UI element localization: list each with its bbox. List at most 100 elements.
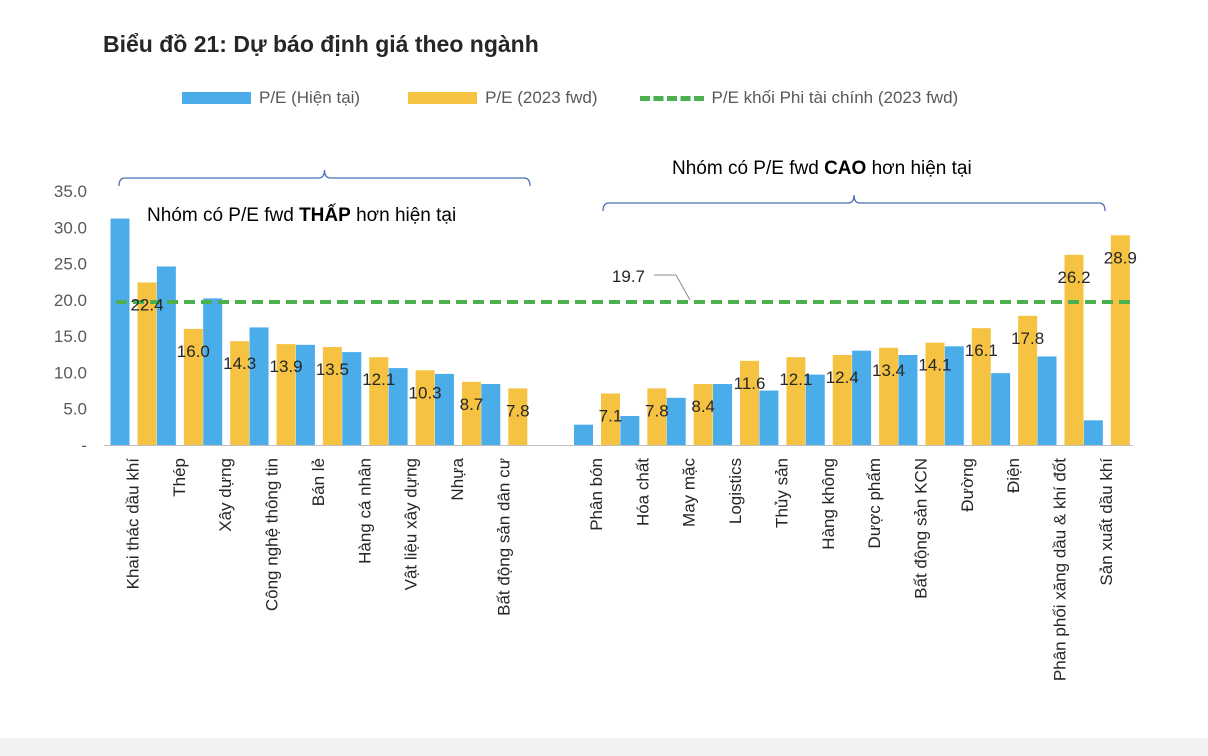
data-label-fwd: 7.1 (599, 406, 623, 425)
bar-current (574, 424, 593, 445)
data-label-fwd: 26.2 (1057, 268, 1090, 287)
bar-current (713, 384, 733, 445)
bar-fwd (786, 357, 806, 445)
data-label-fwd: 7.8 (506, 401, 530, 420)
bar-current (1037, 356, 1057, 445)
data-label-fwd: 12.1 (779, 370, 812, 389)
bar-fwd (461, 381, 481, 445)
group-title-low: Nhóm có P/E fwd THẤP hơn hiện tại (147, 204, 456, 226)
bar-fwd (1018, 315, 1038, 445)
bar-fwd (230, 341, 250, 445)
category-label: Nhựa (448, 457, 467, 500)
category-label: Bất động sản KCN (911, 458, 930, 599)
legend-swatch-reference (639, 95, 704, 101)
bar-current (388, 368, 408, 445)
bar-current (991, 373, 1011, 445)
data-label-fwd: 13.5 (316, 360, 349, 379)
bar-current (249, 327, 269, 445)
bar-fwd (832, 355, 852, 445)
data-label-fwd: 13.4 (872, 361, 905, 380)
category-label: Logistics (726, 458, 745, 524)
bars-layer (110, 218, 1130, 445)
reference-callout (654, 274, 691, 301)
data-label-fwd: 22.4 (130, 295, 163, 314)
bottom-strip (0, 738, 1208, 756)
y-tick-label: 10.0 (54, 363, 87, 382)
category-label: Xây dựng (216, 458, 235, 532)
legend-label-current: P/E (Hiện tại) (259, 88, 361, 107)
bar-current (1083, 420, 1103, 445)
bar-current (156, 266, 176, 445)
bar-fwd (415, 370, 435, 445)
y-tick-label: 20.0 (54, 291, 87, 310)
data-label-fwd: 17.8 (1011, 329, 1044, 348)
axis-layer: - 5.0 10.0 15.0 20.0 25.0 30.0 35.0 Khai thác dầ… (54, 182, 1133, 681)
group-annotations: Nhóm có P/E fwd THẤP hơn hiện tại Nhóm có… (118, 158, 1106, 226)
labels-layer: 22.4 16.0 14.3 13.9 13.5 12.1 10.3 8.7 7.8 7.1 7.8… (130, 248, 1136, 425)
data-label-fwd: 8.4 (691, 397, 715, 416)
data-label-fwd: 14.1 (918, 356, 951, 375)
bar-current (434, 373, 454, 445)
legend-label-fwd: P/E (2023 fwd) (485, 88, 598, 107)
category-label: Hóa chất (633, 458, 652, 526)
category-label: Đường (958, 458, 977, 512)
category-label: Phân bón (587, 458, 606, 531)
bracket-high-group (602, 194, 1106, 212)
data-label-fwd: 12.1 (362, 370, 395, 389)
bar-current (295, 344, 315, 445)
category-label: Phân phối xăng dầu & khí đốt (1051, 458, 1070, 681)
data-label-fwd: 8.7 (460, 395, 484, 414)
y-tick-label: 15.0 (54, 327, 87, 346)
bar-current (805, 374, 825, 445)
category-label: Hàng không (819, 458, 838, 550)
bar-current (620, 415, 640, 445)
reference-layer: 19.7 (116, 267, 1131, 305)
y-tick-label: 35.0 (54, 182, 87, 201)
data-label-fwd: 7.8 (645, 401, 669, 420)
bar-current (852, 350, 872, 445)
y-tick-label: 25.0 (54, 255, 87, 274)
data-label-fwd: 10.3 (409, 383, 442, 402)
category-label: Thủy sản (772, 458, 791, 528)
bar-current (110, 218, 130, 445)
bar-current (944, 346, 964, 445)
bar-current (666, 397, 686, 445)
reference-label: 19.7 (612, 267, 645, 286)
group-title-high: Nhóm có P/E fwd CAO hơn hiện tại (672, 158, 972, 179)
bar-current (898, 355, 918, 445)
bar-fwd (879, 347, 899, 445)
bar-current (342, 352, 362, 445)
data-label-fwd: 14.3 (223, 354, 256, 373)
legend: P/E (Hiện tại) P/E (2023 fwd) P/E khối P… (182, 88, 958, 108)
legend-item-fwd: P/E (2023 fwd) (408, 88, 598, 108)
bar-fwd (508, 388, 528, 445)
y-tick-label: - (81, 436, 87, 455)
bar-fwd (740, 360, 760, 445)
category-label: Thép (170, 458, 189, 497)
category-label: Sản xuất dầu khí (1097, 458, 1116, 586)
category-label: Điện (1004, 458, 1023, 493)
legend-label-reference: P/E khối Phi tài chính (2023 fwd) (711, 88, 959, 107)
category-label: Hàng cá nhân (355, 458, 374, 564)
bar-fwd (276, 344, 296, 445)
data-label-fwd: 12.4 (826, 368, 859, 387)
legend-swatch-current (182, 92, 251, 104)
bar-fwd (601, 393, 620, 445)
category-label: Bán lẻ (309, 458, 328, 506)
category-label: Bất động sản dân cư (494, 458, 513, 616)
chart-title: Biểu đồ 21: Dự báo định giá theo ngành (103, 31, 539, 57)
legend-item-current: P/E (Hiện tại) (182, 88, 360, 108)
data-label-fwd: 16.0 (177, 342, 210, 361)
bar-fwd (369, 357, 389, 445)
bracket-low-group (118, 169, 531, 187)
category-label: Dược phẩm (865, 458, 884, 549)
bar-fwd (971, 328, 991, 445)
bar-fwd (693, 384, 713, 445)
data-label-fwd: 11.6 (734, 374, 766, 393)
data-label-fwd: 16.1 (965, 341, 998, 360)
data-label-fwd: 28.9 (1104, 248, 1137, 267)
data-label-fwd: 13.9 (270, 357, 303, 376)
bar-current (203, 298, 223, 445)
bar-current (759, 390, 779, 445)
